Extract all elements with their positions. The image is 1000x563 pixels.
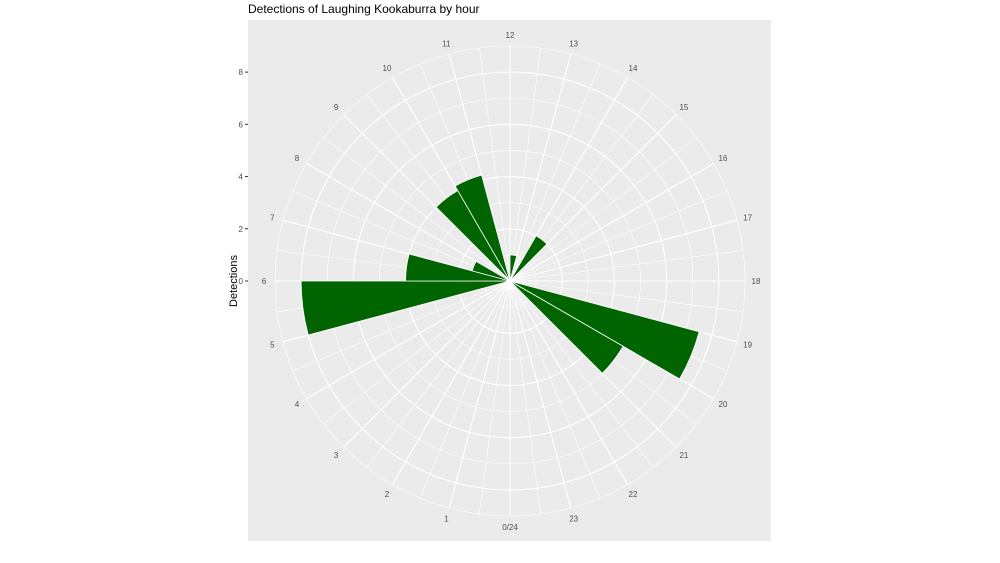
hour-label-23: 23 [569, 515, 578, 524]
grid-spoke [448, 280, 511, 509]
grid-spoke [509, 163, 714, 282]
grid-spoke [479, 47, 511, 282]
hour-label-11: 11 [442, 39, 451, 48]
hour-label-6: 6 [262, 277, 267, 286]
y-axis-label: Detections [228, 255, 240, 307]
y-tick-label-8: 8 [239, 68, 244, 77]
hour-label-9: 9 [334, 103, 339, 112]
chart-title: Detections of Laughing Kookaburra by hou… [248, 2, 480, 16]
grid-spoke [509, 280, 744, 312]
hour-label-21: 21 [679, 451, 688, 460]
hour-label-22: 22 [629, 490, 638, 499]
bar-hour-20.5 [509, 280, 624, 374]
hour-label-1: 1 [444, 515, 449, 524]
hour-label-14: 14 [629, 64, 638, 73]
grid-spoke [479, 280, 511, 515]
grid-spoke [509, 280, 654, 468]
grid-spoke [509, 250, 744, 282]
grid-spoke [509, 280, 628, 485]
hour-label-0: 0/24 [502, 523, 518, 532]
grid-spoke [323, 137, 511, 282]
bar-hour-7.5 [471, 260, 511, 282]
bar-hour-10.5 [454, 174, 511, 282]
hour-label-16: 16 [719, 154, 728, 163]
y-tick-label-4: 4 [239, 173, 244, 182]
hour-label-8: 8 [295, 154, 300, 163]
grid-spoke [509, 47, 541, 282]
hour-tick-labels: 0/24123456789101112131415161718192021222… [262, 31, 761, 532]
grid-spoke [509, 280, 541, 515]
bar-hour-14.5 [509, 235, 548, 282]
hour-label-13: 13 [569, 39, 578, 48]
hour-label-10: 10 [383, 64, 392, 73]
y-axis: 0 2 4 6 8 [239, 68, 248, 286]
bar-hour-5.5 [300, 280, 511, 336]
grid-spoke [343, 280, 511, 448]
hour-label-5: 5 [270, 341, 275, 350]
y-tick-label-6: 6 [239, 120, 244, 129]
grid-spoke [392, 280, 511, 485]
hour-label-15: 15 [679, 103, 688, 112]
hour-label-12: 12 [506, 31, 515, 40]
hour-label-2: 2 [385, 490, 390, 499]
hour-label-3: 3 [334, 451, 339, 460]
hour-label-18: 18 [752, 277, 761, 286]
grid-spoke [306, 280, 511, 399]
grid-spoke [509, 280, 572, 509]
hour-label-4: 4 [295, 400, 300, 409]
bar-hour-19.5 [509, 280, 700, 380]
grid-spoke [292, 280, 511, 372]
grid-spoke [323, 280, 511, 425]
hour-label-20: 20 [719, 400, 728, 409]
bars-group [300, 174, 700, 380]
hour-label-17: 17 [743, 213, 752, 222]
grid-spoke [419, 280, 511, 499]
bar-hour-12.5 [509, 254, 518, 282]
y-tick-label-0: 0 [239, 277, 244, 286]
hour-label-7: 7 [270, 213, 275, 222]
grid-spoke [509, 53, 572, 282]
grid-spoke [509, 190, 728, 282]
y-tick-label-2: 2 [239, 225, 244, 234]
grid-spoke [366, 280, 511, 468]
grid-spoke [509, 219, 738, 282]
grid-spoke [509, 280, 601, 499]
hour-label-19: 19 [743, 341, 752, 350]
grid-spoke [509, 63, 601, 282]
grid-spoke [509, 137, 697, 282]
